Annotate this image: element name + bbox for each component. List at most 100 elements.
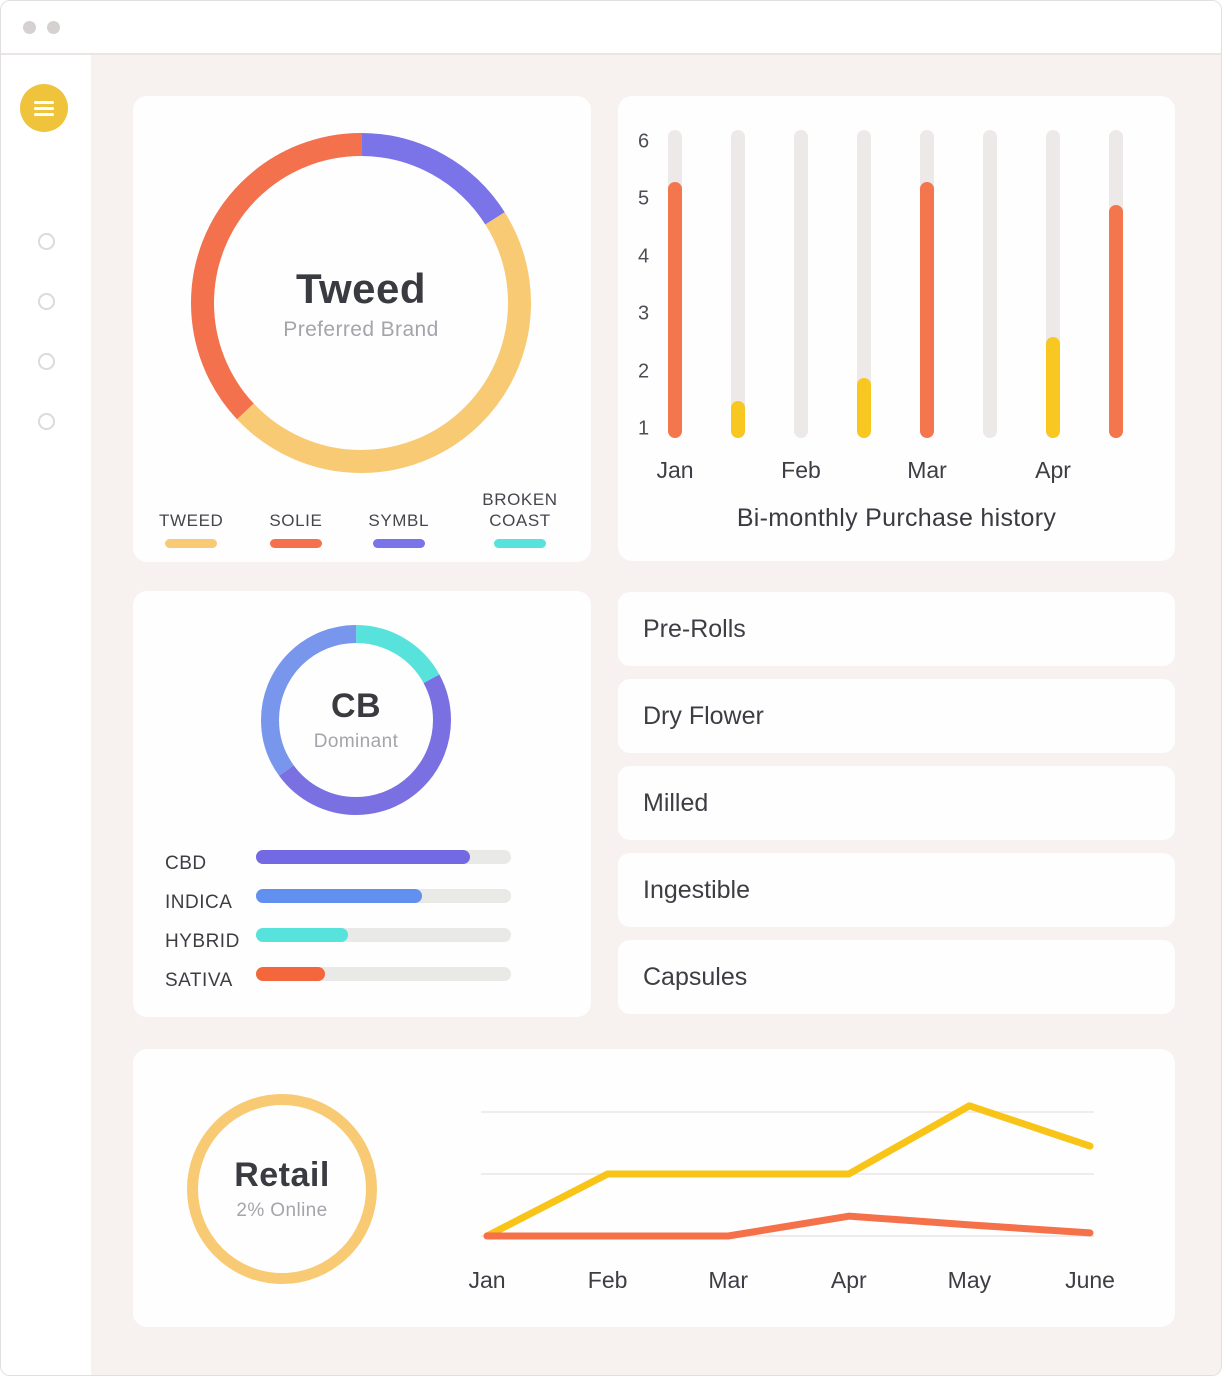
purchase-bar-chart: 6 5 4 3 2 1 (638, 130, 1149, 440)
product-list-item[interactable]: Pre-Rolls (618, 592, 1175, 666)
gold-line (483, 1102, 1094, 1240)
sidebar-nav-circle-icon[interactable] (37, 413, 55, 430)
purchase-bar-fill (1109, 204, 1123, 438)
purchase-y-axis: 6 5 4 3 2 1 (638, 130, 668, 440)
y-axis-tick-label: 5 (638, 187, 650, 210)
legend-item: SYMBL (368, 510, 429, 548)
dominance-bar-track (256, 888, 511, 903)
dominance-bar-track (256, 927, 511, 942)
dominance-bar-row: CBD (165, 837, 559, 876)
dominance-bar-fill (256, 849, 471, 864)
dominance-bar-label: HYBRID (165, 930, 240, 952)
dominance-donut-wrap: CB Dominant (261, 625, 451, 815)
purchase-bar-track (794, 130, 808, 438)
y-axis-tick-label: 3 (638, 302, 650, 325)
retail-card: Retail 2% Online Jan Feb Mar Apr May June (133, 1049, 1175, 1327)
purchase-bar-track (1046, 130, 1060, 438)
purchase-bar-track (731, 130, 745, 438)
dominance-bar-fill (256, 927, 348, 942)
y-axis-tick-label: 4 (638, 245, 650, 268)
orange-line (483, 1212, 1094, 1240)
purchase-history-card: 6 5 4 3 2 1 Jan Feb Mar Apr Bi-monthly Purchase … (618, 96, 1175, 561)
purchase-bar-track (668, 130, 682, 438)
month-label: Apr (830, 1267, 867, 1293)
donut-segment-indica (261, 625, 451, 815)
month-label: Jan (468, 1267, 506, 1293)
dominance-bar-label: INDICA (165, 891, 233, 913)
legend-item: SOLIE (269, 510, 322, 548)
legend-item: TWEED (159, 510, 223, 548)
sidebar-nav-circle-icon[interactable] (37, 233, 55, 250)
purchase-bar-fill (668, 181, 682, 438)
product-list: Pre-Rolls Dry Flower Milled Ingestible Capsu… (618, 592, 1175, 1014)
retail-x-labels: Jan Feb Mar Apr May June (468, 1267, 1114, 1295)
purchase-x-labels: Jan Feb Mar Apr (656, 457, 1116, 485)
legend-label: TWEED (159, 510, 224, 530)
purchase-bar-fill (731, 400, 745, 438)
purchase-bars (668, 130, 1149, 438)
retail-ring: Retail 2% Online (187, 1094, 377, 1284)
dominance-donut-chart (261, 625, 451, 815)
product-list-item[interactable]: Milled (618, 766, 1175, 840)
sidebar-nav-circle-icon[interactable] (37, 293, 55, 310)
dominance-bar-track (256, 966, 511, 981)
legend-swatch (165, 539, 218, 548)
brand-legend: TWEED SOLIE SYMBL BROKEN COAST (159, 489, 565, 548)
month-label: Mar (907, 457, 947, 483)
menu-button[interactable] (20, 84, 68, 132)
purchase-bar-track (983, 130, 997, 438)
purchase-bar-fill (857, 377, 871, 438)
brand-donut-chart (191, 133, 531, 473)
dominance-bar-row: SATIVA (165, 954, 559, 993)
window-content: Tweed Preferred Brand TWEED SOLIE SYMBL BRO… (1, 55, 1221, 1375)
purchase-bar-track (920, 130, 934, 438)
month-label: Feb (781, 457, 821, 483)
y-axis-tick-label: 1 (638, 417, 650, 440)
month-label: Mar (708, 1267, 748, 1293)
legend-label: SOLIE (269, 510, 323, 530)
preferred-brand-card: Tweed Preferred Brand TWEED SOLIE SYMBL BRO… (133, 96, 591, 562)
dashboard: Tweed Preferred Brand TWEED SOLIE SYMBL BRO… (91, 55, 1221, 1375)
dominance-card: CB Dominant CBD INDICA HYBRID SATIVA (133, 591, 591, 1017)
window-titlebar (1, 1, 1221, 55)
window-control-dot-icon[interactable] (23, 21, 36, 34)
hamburger-menu-icon (34, 100, 54, 116)
dominance-bar-row: INDICA (165, 876, 559, 915)
retail-subtitle: 2% Online (236, 1200, 328, 1221)
product-list-item[interactable]: Ingestible (618, 853, 1175, 927)
dominance-bar-label: SATIVA (165, 969, 233, 991)
sidebar-nav-circle-icon[interactable] (37, 353, 55, 370)
legend-swatch (372, 539, 425, 548)
brand-donut-wrap: Tweed Preferred Brand (191, 133, 531, 473)
legend-swatch (269, 539, 322, 548)
dominance-bar-row: HYBRID (165, 915, 559, 954)
month-label: Apr (1035, 457, 1071, 483)
legend-swatch (493, 539, 546, 548)
y-axis-tick-label: 6 (638, 130, 650, 152)
month-label: June (1065, 1267, 1115, 1293)
legend-item: BROKEN COAST (475, 489, 565, 548)
dominance-bar-track (256, 849, 511, 864)
sidebar (1, 55, 91, 1375)
retail-title: Retail (234, 1156, 330, 1194)
donut-segment-tweed (191, 133, 531, 473)
sidebar-nav (1, 233, 91, 430)
donut-segment-cbd (261, 625, 451, 815)
dominance-bar-label: CBD (165, 852, 207, 874)
product-list-item[interactable]: Dry Flower (618, 679, 1175, 753)
purchase-bar-fill (920, 181, 934, 438)
donut-segment-solie (191, 133, 531, 473)
purchase-bar-track (857, 130, 871, 438)
product-list-item[interactable]: Capsules (618, 940, 1175, 1014)
dominance-bar-list: CBD INDICA HYBRID SATIVA (165, 837, 559, 993)
month-label: May (947, 1267, 992, 1293)
dominance-bar-fill (256, 888, 422, 903)
purchase-bar-track (1109, 130, 1123, 438)
legend-label: SYMBL (368, 510, 430, 530)
purchase-bar-fill (1046, 337, 1060, 438)
window-control-dot-icon[interactable] (47, 21, 60, 34)
purchase-chart-title: Bi-monthly Purchase history (736, 504, 1057, 532)
month-label: Jan (656, 457, 694, 483)
y-axis-tick-label: 2 (638, 360, 650, 383)
